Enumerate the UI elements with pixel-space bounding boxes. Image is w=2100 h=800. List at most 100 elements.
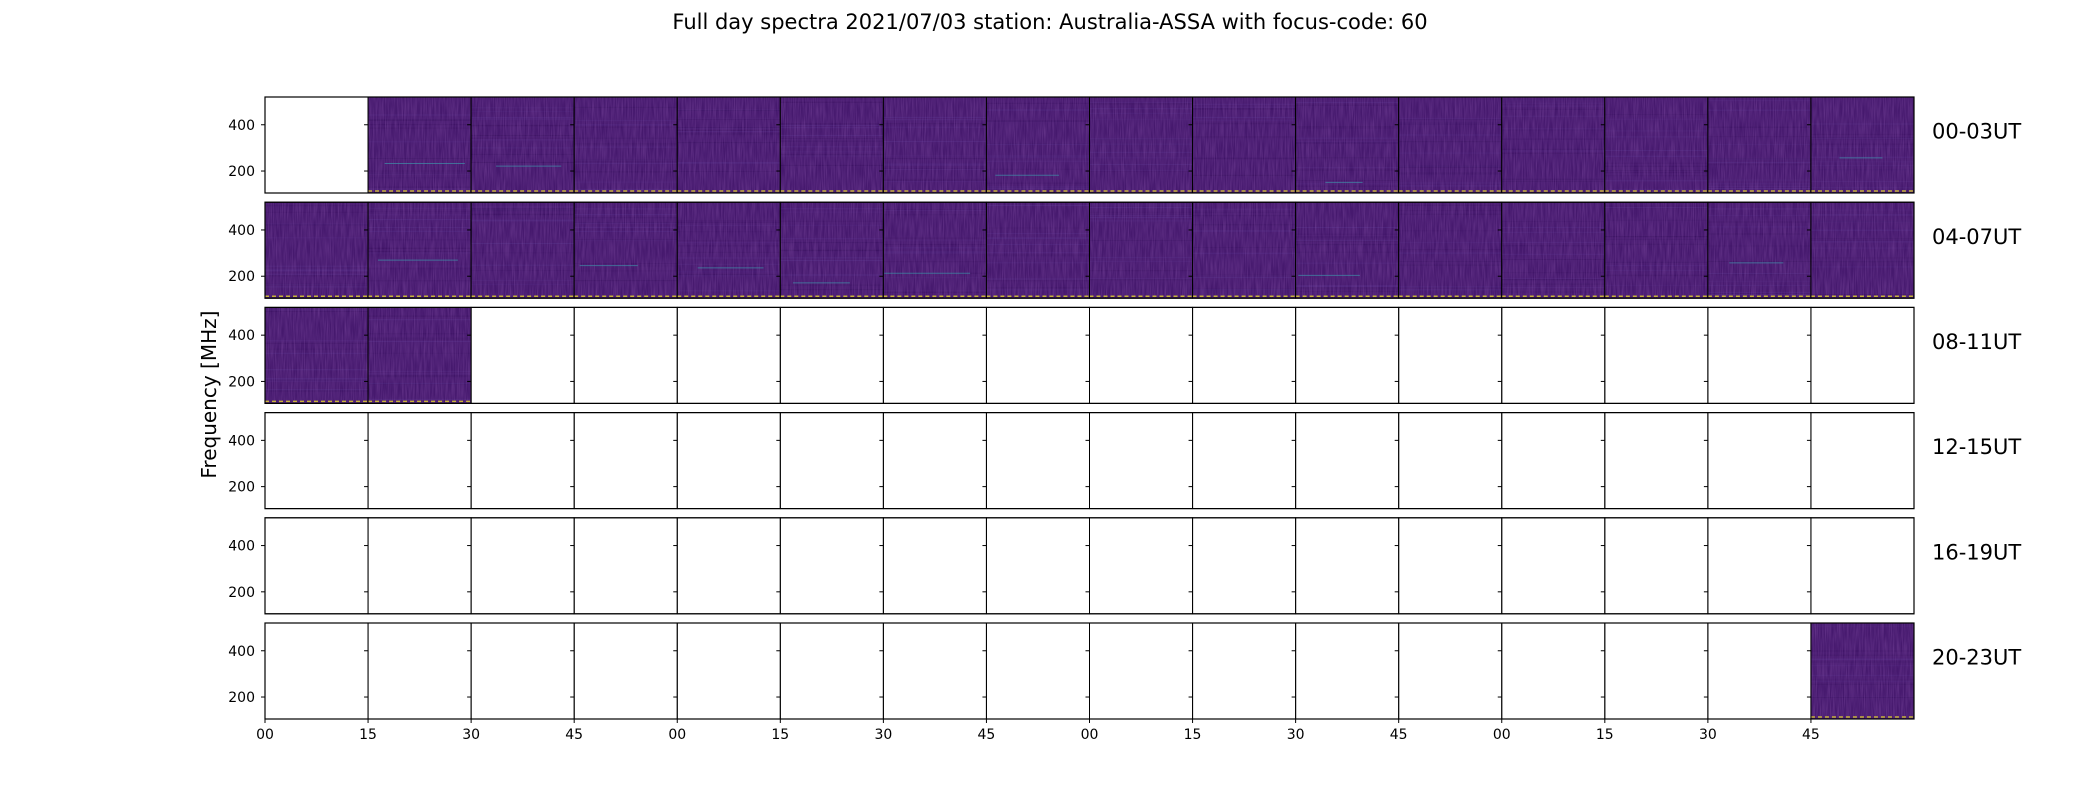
spectrum-panel-empty [1188, 306, 1297, 404]
spectrum-panel-empty [1497, 622, 1606, 720]
panel-frame [264, 96, 369, 194]
spectrum-panel-filled [1703, 96, 1812, 194]
spectrum-panel-empty [982, 412, 1090, 510]
panel-frame [367, 517, 472, 615]
spectrum-panel-filled [1188, 201, 1297, 299]
x-tick-label: 30 [1699, 727, 1717, 743]
panel-frame [1501, 517, 1606, 615]
panel-frame [264, 622, 369, 720]
spectra-row [261, 517, 1915, 615]
panel-frame [1089, 517, 1194, 615]
spectrum-panel-filled [1497, 201, 1606, 299]
spectrum-panel-empty [1085, 622, 1194, 720]
spectrum-panel-empty [364, 412, 472, 510]
y-tick-label: 200 [228, 690, 255, 706]
noise-texture [1501, 97, 1605, 193]
spectra-row [261, 622, 1915, 720]
noise-texture [1707, 97, 1811, 193]
spectrum-panel-filled [1806, 201, 1915, 299]
panel-frame [1810, 306, 1915, 404]
panel-frame [1604, 306, 1709, 404]
spectrum-panel-empty [570, 622, 678, 720]
panel-frame [573, 622, 678, 720]
panel-frame [1604, 517, 1709, 615]
spectrum-panel-empty [1188, 517, 1297, 615]
spectrum-panel-filled [776, 201, 884, 299]
panel-frame [985, 622, 1090, 720]
y-tick-label: 400 [228, 118, 255, 134]
panel-frame [470, 306, 575, 404]
spectrum-panel-empty [1497, 412, 1606, 510]
row-label: 00-03UT [1932, 120, 2021, 144]
noise-texture [574, 97, 678, 193]
panel-frame [985, 306, 1090, 404]
panel-frame [676, 412, 781, 510]
panel-frame [1501, 412, 1606, 510]
spectrum-panel-empty [1394, 306, 1503, 404]
spectrum-panel-empty [1703, 412, 1812, 510]
panel-frame [1604, 622, 1709, 720]
spectrum-panel-filled [570, 96, 678, 194]
panel-frame [882, 622, 987, 720]
spectrum-panel-empty [1394, 622, 1503, 720]
x-tick-label: 30 [874, 727, 892, 743]
panel-frame [985, 412, 1090, 510]
spectrum-panel-empty [776, 412, 884, 510]
spectrum-panel-empty [673, 412, 781, 510]
spectrum-panel-empty [1085, 412, 1194, 510]
spectrum-panel-empty [776, 622, 884, 720]
panel-frame [1707, 306, 1812, 404]
spectra-row [261, 306, 1915, 404]
spectrum-panel-filled [467, 96, 575, 194]
spectrum-panel-empty [364, 622, 472, 720]
panel-frame [1089, 306, 1194, 404]
noise-texture [1295, 97, 1399, 193]
y-tick-label: 200 [228, 585, 255, 601]
panel-frame [1398, 517, 1503, 615]
spectrum-panel-empty [467, 517, 575, 615]
spectrum-panel-filled [1291, 201, 1400, 299]
noise-texture [1501, 202, 1605, 299]
spectrum-panel-empty [570, 306, 678, 404]
y-tick-label: 200 [228, 374, 255, 390]
x-tick-label: 30 [462, 727, 480, 743]
spectrum-panel-filled [776, 96, 884, 194]
noise-texture [1810, 97, 1914, 193]
chart-title: Full day spectra 2021/07/03 station: Aus… [672, 10, 1428, 34]
panel-frame [470, 517, 575, 615]
spectrum-panel-empty [1806, 412, 1915, 510]
panel-frame [985, 517, 1090, 615]
panel-frame [264, 412, 369, 510]
spectrum-panel-empty [982, 622, 1090, 720]
panel-frame [779, 622, 884, 720]
spectrum-panel-empty [1085, 517, 1194, 615]
x-tick-label: 00 [1493, 727, 1511, 743]
spectrum-panel-filled [673, 201, 781, 299]
spectrum-panel-filled [364, 96, 472, 194]
panel-frame [573, 306, 678, 404]
noise-texture [1089, 202, 1193, 299]
panel-frame [573, 517, 678, 615]
panel-frame [882, 412, 987, 510]
panel-frame [1501, 622, 1606, 720]
spectrum-panel-filled [1394, 201, 1503, 299]
spectrum-panel-empty [1497, 306, 1606, 404]
spectrum-panel-empty [1600, 622, 1709, 720]
spectrum-panel-empty [1291, 622, 1400, 720]
panel-frame [1295, 517, 1400, 615]
panel-frame [676, 622, 781, 720]
spectrum-panel-empty [1188, 412, 1297, 510]
spectrum-panel-filled [467, 201, 575, 299]
x-tick-label: 00 [668, 727, 686, 743]
noise-texture [1192, 202, 1296, 299]
x-tick-label: 15 [359, 727, 377, 743]
noise-texture [677, 202, 781, 299]
row-frame [264, 412, 1915, 510]
spectra-row [261, 96, 1915, 194]
panel-frame [1295, 412, 1400, 510]
panel-frame [264, 517, 369, 615]
panel-frame [779, 306, 884, 404]
x-tick-label: 00 [1081, 727, 1099, 743]
y-tick-label: 400 [228, 433, 255, 449]
